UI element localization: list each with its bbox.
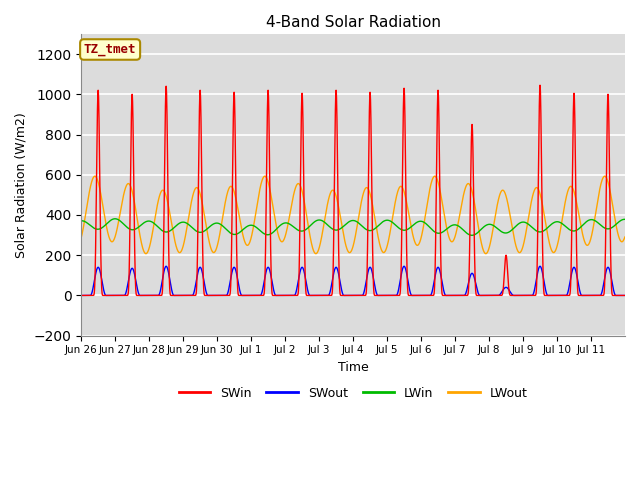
Line: LWout: LWout: [81, 176, 625, 253]
SWin: [495, 292, 502, 298]
LWin: [111, 216, 119, 222]
Line: SWin: SWin: [81, 85, 625, 295]
SWout: [495, 292, 503, 298]
Legend: SWin, SWout, LWin, LWout: SWin, SWout, LWin, LWout: [173, 382, 532, 405]
LWout: [429, 175, 437, 180]
LWout: [91, 173, 99, 179]
LWout: [171, 239, 179, 244]
LWin: [495, 227, 503, 233]
LWin: [479, 225, 487, 230]
LWin: [171, 224, 179, 230]
LWin: [77, 218, 85, 224]
SWout: [429, 285, 436, 291]
LWout: [440, 210, 448, 216]
LWout: [479, 247, 487, 253]
SWin: [429, 292, 436, 298]
SWin: [479, 292, 487, 298]
SWout: [163, 264, 170, 269]
LWin: [503, 230, 511, 236]
Line: SWout: SWout: [81, 266, 625, 295]
LWout: [621, 234, 628, 240]
Title: 4-Band Solar Radiation: 4-Band Solar Radiation: [266, 15, 440, 30]
SWin: [171, 292, 179, 298]
LWout: [312, 251, 319, 256]
SWout: [479, 292, 487, 298]
LWout: [495, 194, 503, 200]
SWout: [77, 292, 85, 298]
SWout: [171, 292, 179, 298]
LWout: [77, 235, 85, 241]
LWin: [440, 228, 448, 234]
Line: LWin: LWin: [81, 219, 625, 235]
X-axis label: Time: Time: [338, 361, 369, 374]
Y-axis label: Solar Radiation (W/m2): Solar Radiation (W/m2): [15, 112, 28, 258]
LWin: [468, 232, 476, 238]
SWin: [503, 258, 511, 264]
SWout: [440, 288, 448, 294]
SWin: [536, 83, 544, 88]
LWin: [429, 228, 436, 233]
Text: TZ_tmet: TZ_tmet: [84, 43, 136, 56]
SWout: [621, 292, 628, 298]
LWout: [503, 198, 511, 204]
LWin: [621, 216, 628, 222]
SWin: [440, 292, 447, 298]
SWin: [77, 292, 85, 298]
SWout: [503, 285, 511, 290]
SWin: [621, 292, 628, 298]
